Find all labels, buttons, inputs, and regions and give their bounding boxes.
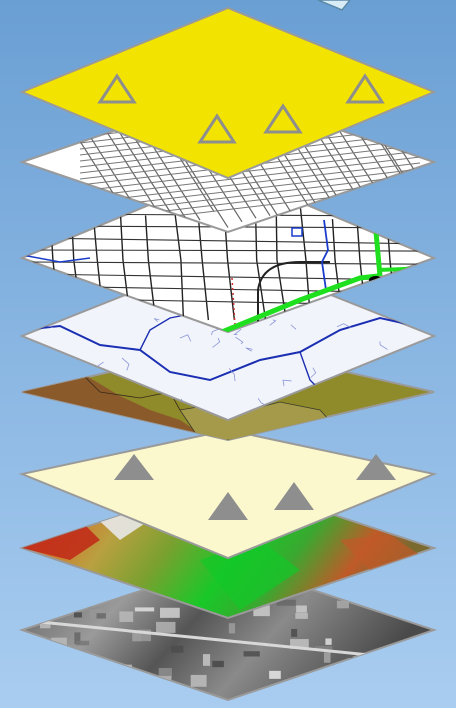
triangle-marker	[274, 482, 314, 510]
triangle-marker	[114, 454, 154, 480]
triangle-outline-marker	[197, 113, 237, 144]
layer-aerial-imagery	[18, 560, 438, 702]
triangle-marker	[208, 492, 248, 520]
triangle-marker	[356, 454, 396, 480]
triangle-outline-marker	[263, 103, 303, 134]
top-fragment	[317, 0, 351, 11]
layer-points-filled	[18, 428, 438, 560]
layer-points-top	[19, 6, 437, 180]
triangle-outline-marker	[345, 73, 385, 104]
triangle-outline-marker	[97, 73, 137, 104]
